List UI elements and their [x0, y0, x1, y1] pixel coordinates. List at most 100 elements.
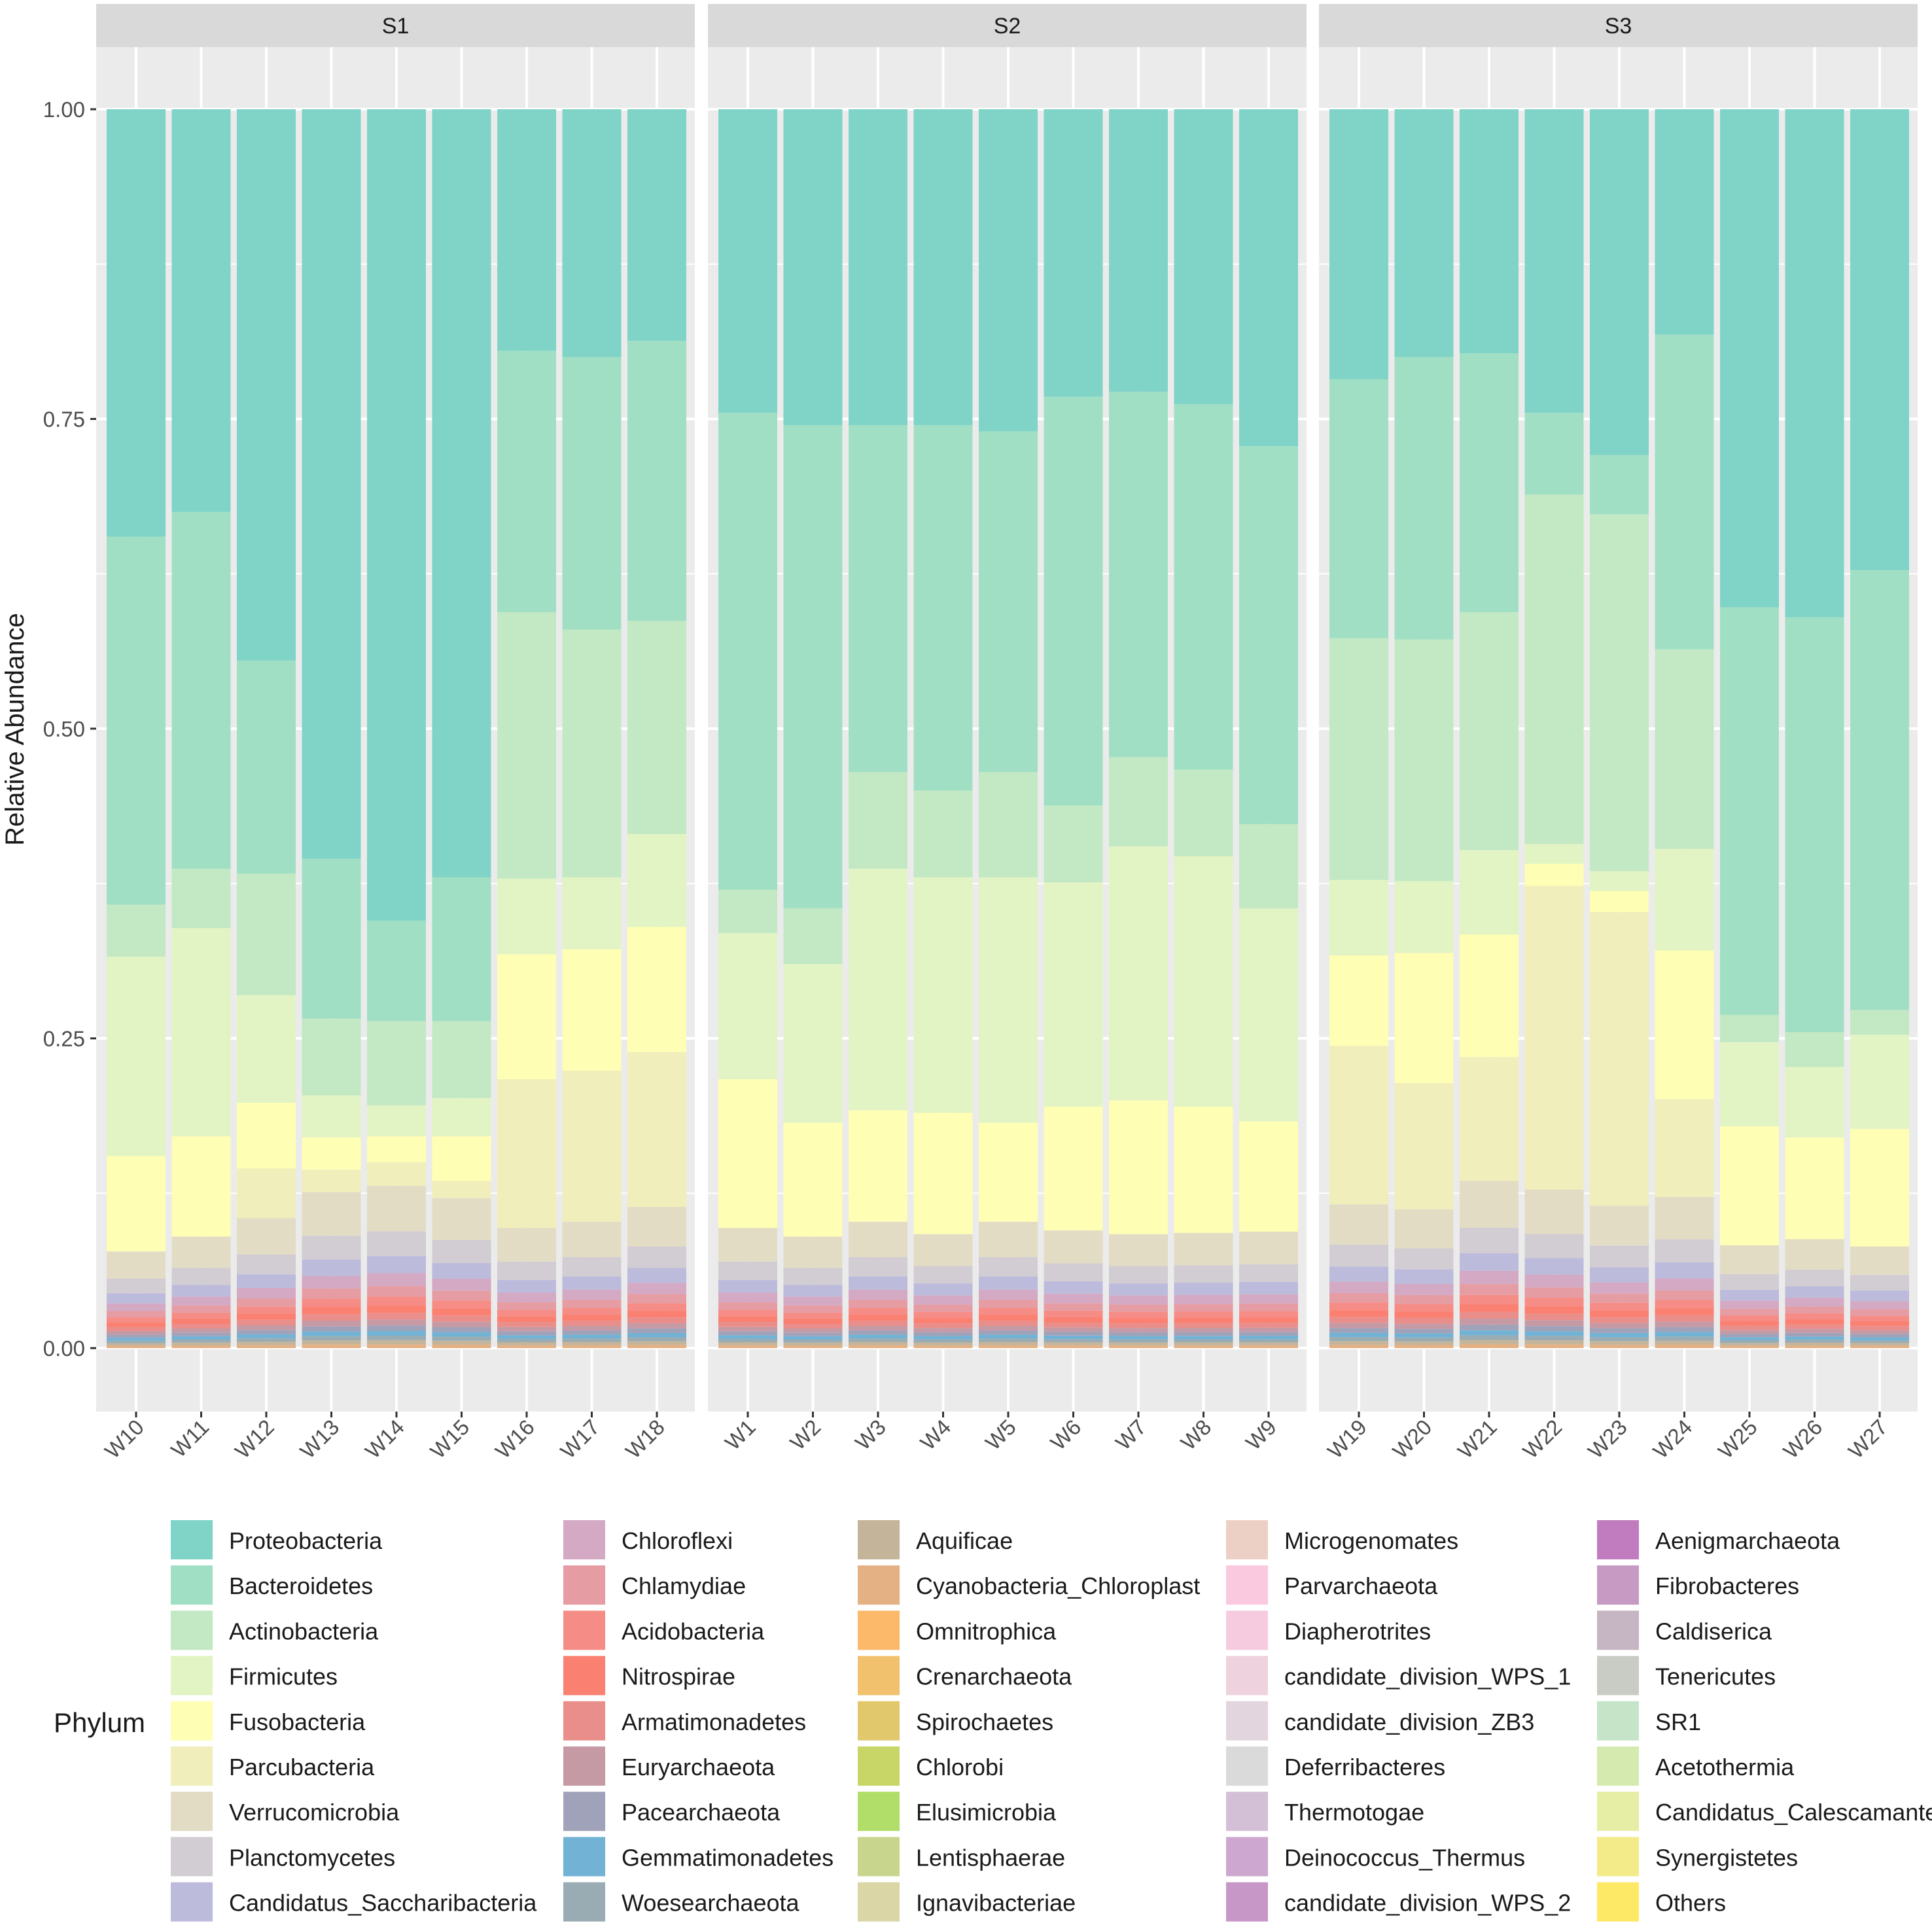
legend-key [1596, 1745, 1640, 1787]
bar-segment-firmicutes [1655, 848, 1714, 951]
bar-segment-minor [1329, 1266, 1388, 1282]
bar-segment-minor [1239, 1327, 1298, 1332]
legend-item: Elusimicrobia [856, 1790, 1057, 1833]
bar-segment-minor [1655, 1336, 1714, 1341]
legend-item: Deinococcus_Thermus [1225, 1835, 1525, 1878]
legend-label: Acetothermia [1655, 1754, 1795, 1780]
bar-segment-minor [979, 1338, 1038, 1342]
bar-W10 [107, 109, 166, 1348]
bar-segment-minor [367, 1344, 426, 1348]
bar-segment-minor [913, 1318, 973, 1324]
bar-segment-minor [783, 1296, 843, 1306]
bar-segment-minor [1655, 1332, 1714, 1337]
bar-segment-actinobacteria [913, 790, 973, 878]
legend-item: Armatimonadetes [562, 1699, 806, 1742]
bar-segment-firmicutes [171, 928, 231, 1137]
legend-label: Fibrobacteres [1655, 1572, 1799, 1599]
bar-segment-minor [302, 1276, 361, 1289]
legend-label: Synergistetes [1655, 1844, 1798, 1871]
bar-segment-minor [1239, 1345, 1298, 1348]
bar-segment-minor [1655, 1344, 1714, 1348]
bar-segment-proteobacteria [432, 109, 491, 878]
bar-segment-bacteroidetes [627, 341, 686, 621]
bar-segment-firmicutes [1460, 850, 1519, 935]
bar-segment-minor [107, 1334, 166, 1338]
bar-segment-minor [497, 1293, 556, 1302]
bar-W8 [1174, 109, 1233, 1348]
bar-segment-actinobacteria [627, 621, 686, 834]
bar-segment-fusobacteria [1850, 1128, 1909, 1247]
bar-segment-minor [1239, 1339, 1298, 1343]
bar-segment-minor [979, 1345, 1038, 1348]
bar-segment-minor [367, 1296, 426, 1306]
legend-key [562, 1699, 606, 1742]
bar-segment-minor [107, 1311, 166, 1318]
y-tick-label: 0.50 [43, 717, 85, 741]
bar-segment-minor [1590, 1293, 1649, 1303]
bar-segment-minor [1720, 1274, 1779, 1290]
bar-segment-minor [1394, 1294, 1454, 1304]
bar-segment-minor [718, 1338, 777, 1342]
bar-segment-minor [562, 1325, 622, 1331]
bar-segment-minor [849, 1300, 907, 1308]
bar-segment-minor [1460, 1344, 1519, 1348]
bar-segment-minor [1174, 1332, 1233, 1336]
bar-segment-minor [1655, 1315, 1714, 1322]
bar-segment-minor [1850, 1275, 1909, 1291]
bar-segment-minor [1394, 1341, 1454, 1345]
bar-segment-bacteroidetes [302, 858, 361, 1019]
bar-segment-minor [367, 1335, 426, 1340]
bar-segment-minor [497, 1335, 556, 1339]
legend-item: Candidatus_Calescamantes [1596, 1790, 1932, 1833]
bar-segment-minor [979, 1308, 1038, 1315]
bar-segment-minor [1239, 1281, 1298, 1294]
bar-segment-minor [562, 1315, 622, 1321]
bar-segment-minor [302, 1314, 361, 1321]
bar-segment-fusobacteria [627, 927, 686, 1052]
legend-item: Chlorobi [856, 1745, 1004, 1787]
legend-key [1596, 1654, 1640, 1697]
bar-segment-minor [1174, 1339, 1233, 1343]
bar-segment-actinobacteria [1524, 495, 1584, 844]
bar-segment-firmicutes [107, 956, 166, 1156]
legend-key [169, 1519, 214, 1561]
legend-item: Crenarchaeota [856, 1654, 1072, 1697]
bar-segment-minor [432, 1327, 491, 1332]
bar-segment-minor [1394, 1328, 1454, 1334]
bar-W15 [432, 109, 491, 1348]
bar-segment-bacteroidetes [1329, 379, 1388, 638]
bar-segment-minor [1109, 1332, 1168, 1336]
bar-segment-minor [562, 1345, 622, 1348]
bar-segment-minor [497, 1331, 556, 1336]
legend-label: Fusobacteria [229, 1709, 366, 1735]
bar-segment-minor [171, 1319, 231, 1325]
bar-W4 [913, 109, 973, 1348]
x-tick-label: W21 [1453, 1415, 1502, 1463]
bar-segment-proteobacteria [237, 109, 296, 661]
bar-segment-minor [1044, 1327, 1103, 1332]
bar-segment-parcubacteria [367, 1162, 426, 1186]
bar-segment-minor [367, 1340, 426, 1345]
bar-segment-minor [1329, 1344, 1388, 1348]
bar-segment-proteobacteria [718, 109, 777, 413]
bar-segment-minor [1720, 1245, 1779, 1274]
facet-strip-S2 [708, 4, 1307, 47]
bar-segment-minor [562, 1338, 622, 1342]
bar-segment-proteobacteria [1109, 109, 1168, 392]
bar-segment-minor [1785, 1297, 1844, 1307]
bar-segment-minor [913, 1311, 973, 1319]
legend-key [1225, 1519, 1269, 1561]
bar-segment-minor [627, 1303, 686, 1311]
bar-segment-minor [497, 1327, 556, 1332]
bar-segment-minor [783, 1332, 843, 1336]
bar-segment-minor [783, 1312, 843, 1319]
legend-key [169, 1835, 214, 1878]
bar-W1 [718, 109, 777, 1348]
bar-segment-minor [1590, 1245, 1649, 1268]
bar-segment-minor [1720, 1340, 1779, 1344]
bar-segment-minor [1329, 1317, 1388, 1323]
legend-label: Omnitrophica [916, 1618, 1057, 1644]
legend-label: Caldiserica [1655, 1618, 1772, 1644]
legend-item: Nitrospirae [562, 1654, 735, 1697]
bar-segment-bacteroidetes [1109, 391, 1168, 757]
